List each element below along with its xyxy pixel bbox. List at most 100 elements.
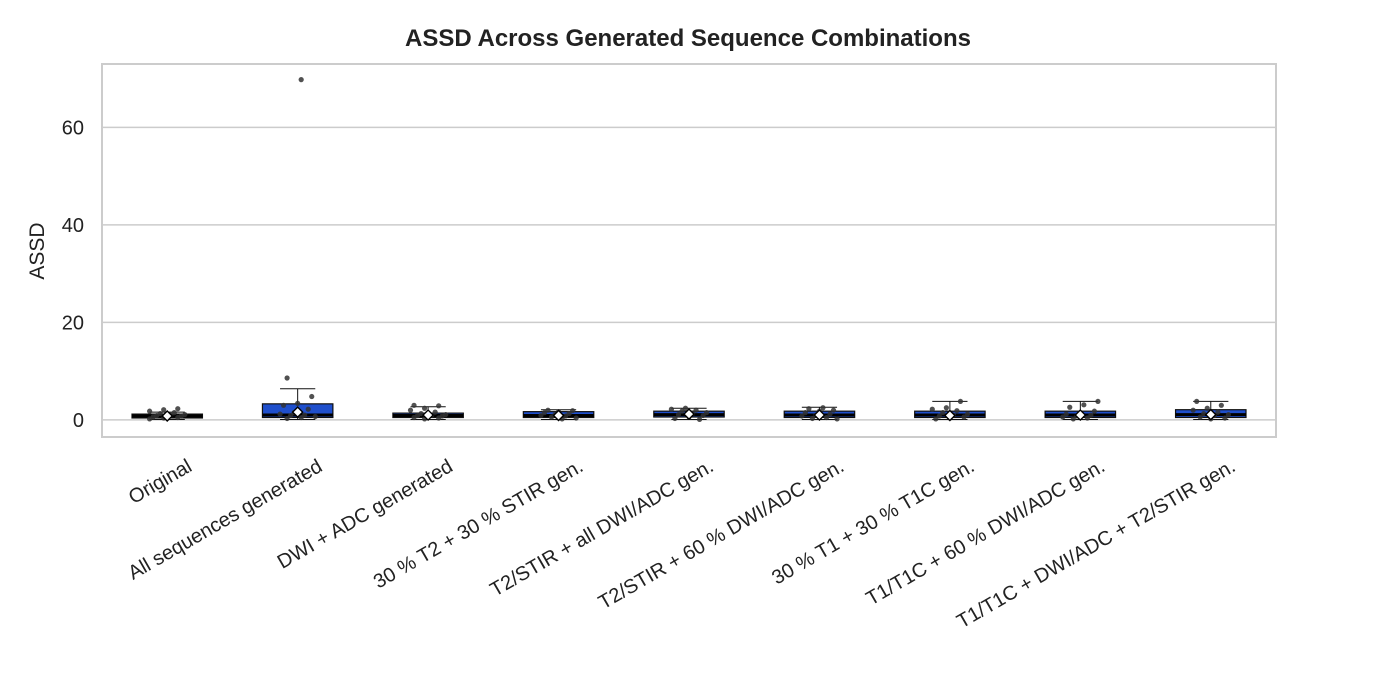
y-tick-label: 0: [73, 410, 84, 432]
box-group: [783, 405, 856, 422]
box-group: [914, 398, 986, 422]
boxes: [131, 77, 1247, 423]
data-point: [182, 411, 188, 418]
data-point: [1215, 409, 1221, 415]
data-point: [1095, 398, 1101, 405]
data-point: [672, 415, 678, 422]
y-tick-label: 60: [62, 117, 84, 139]
data-point: [1088, 412, 1094, 418]
box-group: [522, 407, 595, 422]
data-point: [696, 416, 703, 423]
data-point: [936, 413, 942, 419]
data-point: [175, 406, 181, 412]
data-point: [802, 410, 808, 416]
y-tick-label: 40: [62, 215, 84, 237]
x-tick-label: 30 % T2 + 30 % STIR gen.: [370, 455, 587, 593]
data-point: [538, 412, 544, 419]
data-point: [284, 415, 290, 422]
data-point: [432, 409, 438, 415]
data-point: [1204, 405, 1210, 411]
data-point: [1197, 414, 1203, 420]
x-tick-label: T1/T1C + DWI/ADC + T2/STIR gen.: [953, 455, 1239, 633]
data-point: [411, 402, 417, 408]
data-point: [957, 398, 964, 405]
data-point: [799, 413, 805, 419]
x-tick-label: T2/STIR + all DWI/ADC gen.: [487, 455, 718, 601]
data-point: [312, 413, 318, 420]
data-point: [1070, 416, 1076, 422]
x-tick-label: Original: [125, 455, 196, 509]
data-point: [295, 400, 301, 406]
data-point: [943, 405, 949, 411]
data-point: [940, 410, 946, 416]
data-point: [1218, 402, 1224, 408]
x-tick-label: 30 % T1 + 30 % T1C gen.: [768, 455, 978, 589]
mean-marker: [943, 409, 956, 422]
mean-marker: [161, 410, 174, 423]
data-point: [436, 403, 442, 409]
data-point: [309, 393, 315, 400]
data-point: [675, 411, 682, 418]
data-point: [566, 410, 572, 417]
data-point: [573, 415, 579, 421]
box-group: [392, 402, 464, 422]
data-point: [964, 411, 971, 417]
data-point: [693, 407, 699, 413]
chart-title: ASSD Across Generated Sequence Combinati…: [405, 25, 971, 52]
data-point: [1067, 404, 1073, 410]
data-point: [302, 412, 308, 418]
data-point: [682, 405, 689, 411]
data-point: [929, 406, 935, 412]
y-tick-label: 20: [62, 312, 84, 334]
mean-marker: [422, 409, 435, 422]
mean-marker: [813, 409, 826, 422]
data-point: [668, 406, 674, 412]
data-point: [421, 405, 428, 411]
box-group: [653, 405, 725, 423]
mean-marker: [552, 409, 565, 422]
mean-marker: [291, 406, 304, 419]
y-axis-ticks: 0 20 40 60: [62, 117, 84, 432]
mean-marker: [683, 408, 695, 421]
data-point: [545, 407, 551, 413]
data-point: [809, 415, 816, 422]
data-point: [161, 407, 167, 413]
box-group: [1174, 398, 1247, 422]
data-point: [1190, 407, 1196, 413]
data-point: [700, 412, 706, 419]
data-point: [280, 402, 287, 408]
data-point: [1194, 398, 1200, 405]
data-point: [1084, 415, 1090, 421]
data-point: [961, 414, 967, 420]
data-point: [1201, 410, 1207, 417]
data-point: [954, 408, 960, 414]
data-point: [827, 411, 833, 417]
data-point: [288, 412, 294, 419]
data-point: [570, 408, 576, 414]
data-point: [1081, 402, 1087, 408]
data-point: [171, 410, 177, 416]
mean-marker: [1204, 408, 1217, 421]
data-point: [305, 406, 311, 412]
data-point: [277, 411, 283, 417]
data-point: [704, 410, 710, 416]
grid-lines: [102, 126, 1276, 421]
box-group: [131, 406, 204, 423]
data-point: [820, 405, 826, 411]
data-point: [933, 416, 939, 422]
data-point: [298, 77, 304, 83]
data-point: [1060, 414, 1066, 420]
box-group: [261, 77, 334, 422]
x-tick-label: T2/STIR + 60 % DWI/ADC gen.: [595, 455, 848, 614]
data-point: [443, 411, 449, 418]
data-point: [1222, 415, 1228, 421]
data-point: [157, 410, 163, 417]
data-point: [407, 407, 414, 413]
data-point: [834, 416, 840, 422]
data-point: [147, 408, 153, 414]
data-point: [284, 375, 290, 381]
data-point: [1091, 408, 1098, 414]
data-point: [679, 408, 685, 414]
